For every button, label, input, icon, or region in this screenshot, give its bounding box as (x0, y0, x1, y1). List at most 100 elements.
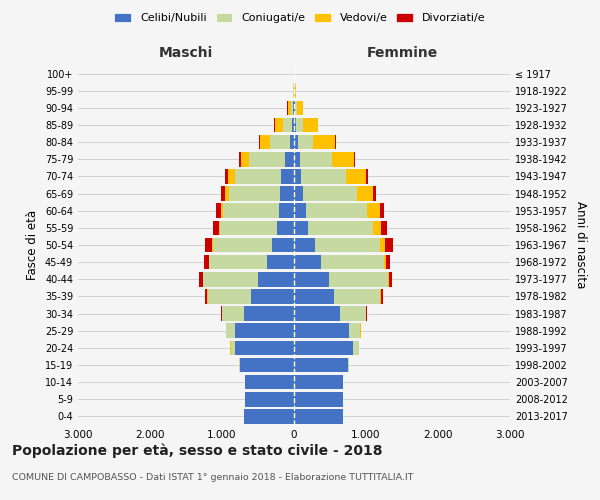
Bar (209, 255, 266, 270)
Bar (239, 152, 241, 166)
Bar (287, 100, 291, 115)
Bar (294, 100, 295, 115)
Bar (208, 289, 251, 304)
Bar (293, 100, 294, 115)
Legend: Celibi/Nubili, Coniugati/e, Vedovi/e, Divorziati/e: Celibi/Nubili, Coniugati/e, Vedovi/e, Di… (110, 8, 490, 28)
Bar (295, 100, 297, 115)
Bar (348, 358, 349, 372)
Bar (294, 324, 349, 338)
Bar (294, 358, 348, 372)
Bar (304, 186, 356, 201)
Bar (294, 375, 343, 390)
Bar (386, 255, 391, 270)
Bar (340, 306, 366, 321)
Bar (373, 220, 381, 235)
Bar (266, 255, 294, 270)
Bar (244, 409, 294, 424)
Bar (235, 340, 294, 355)
Bar (212, 238, 272, 252)
Bar (294, 169, 301, 184)
Bar (275, 118, 283, 132)
Bar (205, 238, 212, 252)
Bar (272, 238, 294, 252)
Bar (251, 289, 294, 304)
Bar (229, 186, 280, 201)
Bar (270, 135, 290, 150)
Bar (301, 169, 346, 184)
Bar (294, 255, 320, 270)
Bar (277, 220, 294, 235)
Bar (300, 152, 332, 166)
Bar (259, 135, 260, 150)
Bar (279, 204, 294, 218)
Text: Maschi: Maschi (159, 46, 213, 60)
Bar (294, 409, 343, 424)
Bar (313, 135, 335, 150)
Bar (219, 220, 220, 235)
Bar (353, 340, 359, 355)
Bar (294, 118, 296, 132)
Bar (380, 289, 381, 304)
Bar (290, 135, 294, 150)
Bar (222, 306, 244, 321)
Bar (223, 204, 279, 218)
Bar (280, 186, 294, 201)
Text: Popolazione per età, sesso e stato civile - 2018: Popolazione per età, sesso e stato civil… (12, 444, 383, 458)
Bar (294, 289, 334, 304)
Bar (235, 324, 294, 338)
Bar (260, 135, 270, 150)
Bar (294, 340, 353, 355)
Bar (381, 220, 387, 235)
Bar (296, 118, 304, 132)
Bar (367, 204, 380, 218)
Bar (226, 324, 235, 338)
Bar (388, 272, 389, 286)
Y-axis label: Anni di nascita: Anni di nascita (574, 202, 587, 288)
Bar (315, 238, 380, 252)
Bar (335, 135, 336, 150)
Bar (225, 186, 229, 201)
Bar (320, 255, 384, 270)
Bar (294, 306, 340, 321)
Bar (381, 289, 383, 304)
Text: Femmine: Femmine (367, 46, 437, 60)
Bar (281, 169, 294, 184)
Bar (220, 220, 277, 235)
Bar (205, 255, 209, 270)
Bar (229, 169, 235, 184)
Bar (295, 84, 296, 98)
Bar (241, 152, 250, 166)
Bar (294, 220, 308, 235)
Bar (286, 152, 294, 166)
Bar (230, 340, 235, 355)
Bar (304, 118, 318, 132)
Bar (389, 272, 392, 286)
Bar (215, 204, 221, 218)
Bar (239, 358, 240, 372)
Bar (258, 272, 294, 286)
Text: COMUNE DI CAMPOBASSO - Dati ISTAT 1° gennaio 2018 - Elaborazione TUTTITALIA.IT: COMUNE DI CAMPOBASSO - Dati ISTAT 1° gen… (12, 473, 413, 482)
Bar (199, 272, 203, 286)
Bar (332, 152, 354, 166)
Y-axis label: Fasce di età: Fasce di età (26, 210, 39, 280)
Bar (380, 238, 385, 252)
Bar (297, 100, 303, 115)
Bar (294, 186, 304, 201)
Bar (380, 204, 384, 218)
Bar (225, 169, 229, 184)
Bar (373, 186, 376, 201)
Bar (203, 272, 258, 286)
Bar (294, 272, 329, 286)
Bar (294, 392, 343, 406)
Bar (294, 135, 298, 150)
Bar (356, 186, 373, 201)
Bar (292, 118, 294, 132)
Bar (205, 289, 207, 304)
Bar (245, 392, 294, 406)
Bar (235, 169, 281, 184)
Bar (291, 100, 293, 115)
Bar (329, 272, 388, 286)
Bar (250, 152, 286, 166)
Bar (244, 306, 294, 321)
Bar (221, 186, 225, 201)
